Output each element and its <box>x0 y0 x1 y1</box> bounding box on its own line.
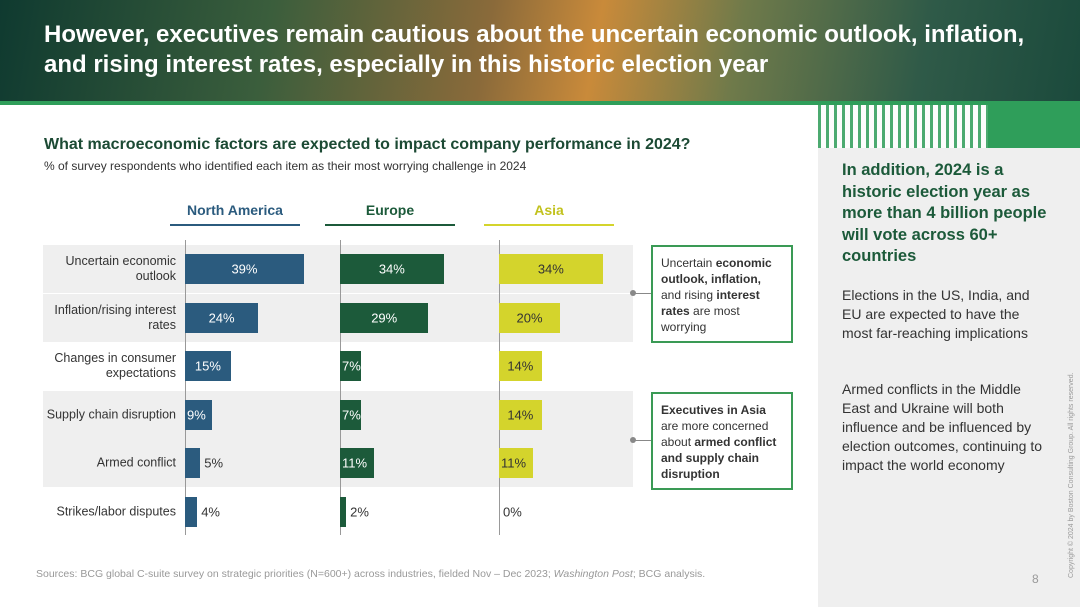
text-run: are more concerned about <box>661 419 769 449</box>
value-label: 24% <box>208 310 235 325</box>
connector <box>633 293 651 294</box>
text-run: Uncertain <box>661 256 716 270</box>
text-run: armed conflict and supply chain disrupti… <box>661 435 777 481</box>
value-label: 11% <box>342 455 368 471</box>
bar <box>340 496 347 527</box>
sidebar-heading: In addition, 2024 is a historic election… <box>842 161 1047 265</box>
callout: Executives in Asia are more concerned ab… <box>651 392 793 490</box>
sidebar-paragraph: Armed conflicts in the Middle East and U… <box>842 381 1043 473</box>
bar <box>185 254 304 284</box>
bar <box>340 448 374 478</box>
bar <box>499 254 603 284</box>
sidebar-paragraph: Elections in the US, India, and EU are e… <box>842 287 1030 341</box>
legend-line <box>170 224 300 226</box>
bar <box>185 351 231 381</box>
text-run: ; BCG analysis. <box>632 568 706 580</box>
legend-line <box>484 224 614 226</box>
value-label: 20% <box>516 310 543 325</box>
connector-dot <box>630 290 636 296</box>
text-run: and rising <box>661 288 717 302</box>
bar <box>340 254 444 284</box>
copyright: Copyright © 2024 by Boston Consulting Gr… <box>1068 372 1075 578</box>
text-run: interest rates <box>661 288 760 318</box>
bar <box>499 448 533 478</box>
value-label: 34% <box>378 261 405 277</box>
sources: Sources: BCG global C-suite survey on st… <box>36 568 705 580</box>
value-label: 7% <box>342 407 361 422</box>
bar <box>185 448 201 478</box>
bar <box>499 399 542 430</box>
value-label: 11% <box>501 455 527 471</box>
value-label: 4% <box>201 504 220 519</box>
text-run: Executives in Asia <box>661 403 766 417</box>
page-number: 8 <box>1032 572 1039 586</box>
chart-subtitle: % of survey respondents who identified e… <box>44 159 527 173</box>
connector-dot <box>630 437 636 443</box>
value-label: 15% <box>194 358 221 374</box>
banner <box>0 0 1080 105</box>
value-label: 34% <box>537 261 564 277</box>
legend-line <box>325 224 455 226</box>
bar <box>499 351 542 381</box>
category-label: Changes in consumer expectations <box>54 351 176 380</box>
text-run: economic outlook, inflation, <box>661 256 772 286</box>
axis-line <box>340 240 341 535</box>
legend-label: Asia <box>534 202 564 218</box>
category-label: Armed conflict <box>96 455 176 470</box>
bar <box>185 496 198 527</box>
value-label: 29% <box>371 310 398 325</box>
category-label: Uncertain economic outlook <box>65 254 176 283</box>
category-label: Strikes/labor disputes <box>56 504 176 518</box>
bar <box>185 302 259 333</box>
bar <box>340 351 362 381</box>
value-label: 14% <box>507 407 534 422</box>
connector <box>633 440 651 441</box>
stripe-pattern <box>818 105 988 148</box>
legend-label: North America <box>187 202 283 218</box>
bar <box>340 302 429 333</box>
callout: Uncertain economic outlook, inflation, a… <box>651 245 793 343</box>
text-run: are most worrying <box>661 304 740 334</box>
legend-label: Europe <box>365 202 415 218</box>
category-label: Inflation/rising interest rates <box>54 302 176 332</box>
value-label: 7% <box>342 358 361 374</box>
value-label: 14% <box>507 358 534 374</box>
stripe-block <box>988 105 1080 148</box>
value-label: 2% <box>350 504 369 519</box>
bar <box>340 399 362 430</box>
value-label: 39% <box>231 261 258 277</box>
bar <box>185 399 213 430</box>
value-label: 5% <box>204 455 224 471</box>
sidebar <box>818 105 1080 607</box>
slide-title: However, executives remain cautious abou… <box>44 21 1025 78</box>
category-label: Supply chain disruption <box>46 407 176 421</box>
axis-line <box>499 240 500 535</box>
row-band <box>43 439 633 487</box>
value-label: 9% <box>187 407 206 422</box>
axis-line <box>185 240 186 535</box>
bar <box>499 302 560 333</box>
value-label: 0% <box>503 504 522 519</box>
chart-title: What macroeconomic factors are expected … <box>44 136 691 153</box>
text-run: Washington Post <box>553 568 633 580</box>
text-run: Sources: BCG global C-suite survey on st… <box>36 568 554 580</box>
